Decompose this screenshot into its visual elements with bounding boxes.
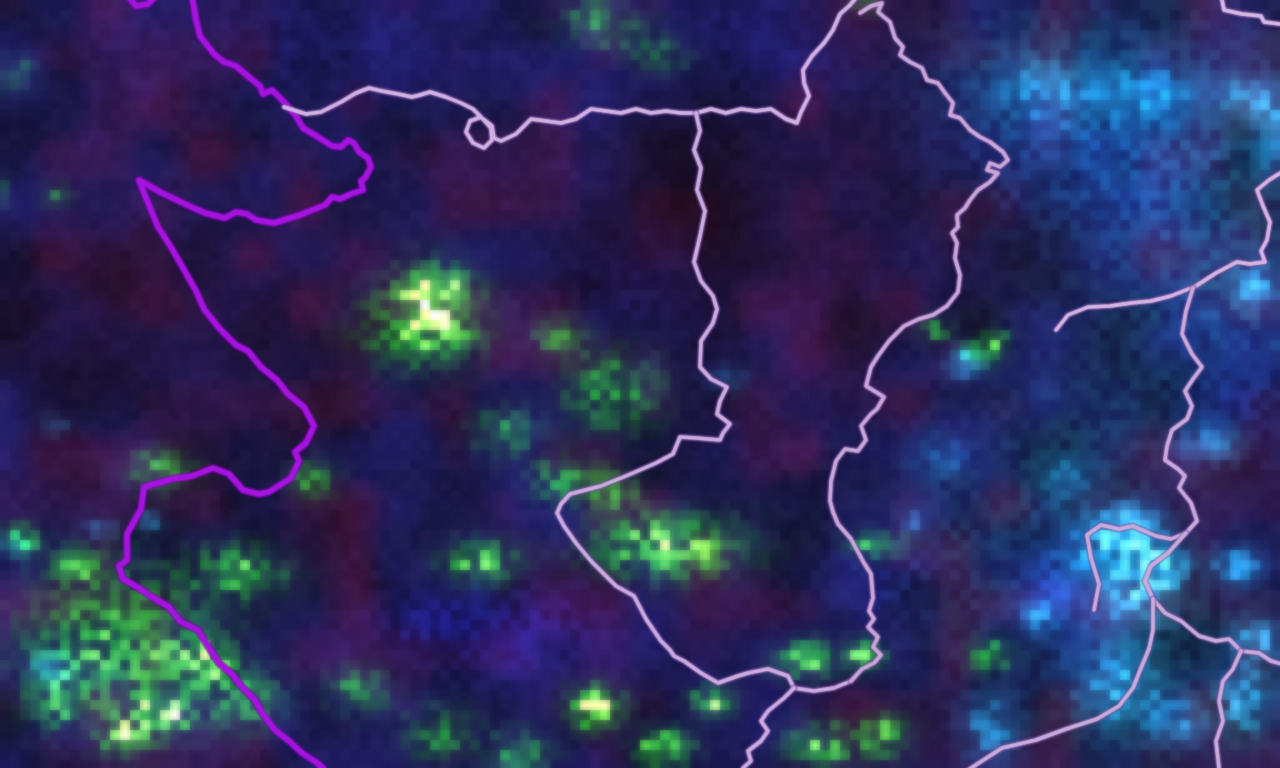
satellite-precipitation-map <box>0 0 1280 768</box>
satellite-map-viewport <box>0 0 1280 768</box>
